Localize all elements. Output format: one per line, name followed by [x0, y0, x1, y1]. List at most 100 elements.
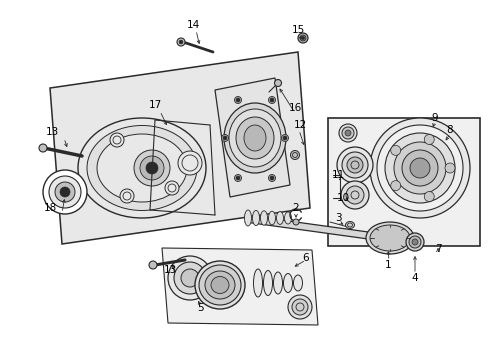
Circle shape — [299, 35, 305, 41]
Circle shape — [301, 36, 304, 40]
Text: 14: 14 — [186, 20, 199, 30]
Polygon shape — [162, 248, 317, 325]
Circle shape — [268, 175, 275, 181]
Circle shape — [269, 176, 273, 180]
Circle shape — [346, 186, 363, 204]
Circle shape — [234, 175, 241, 181]
Circle shape — [269, 98, 273, 102]
Circle shape — [390, 145, 400, 156]
Circle shape — [424, 135, 433, 144]
Circle shape — [405, 233, 423, 251]
Circle shape — [376, 125, 462, 211]
Text: 1: 1 — [384, 260, 390, 270]
Circle shape — [221, 135, 228, 141]
Circle shape — [55, 182, 75, 202]
Ellipse shape — [369, 225, 409, 251]
Circle shape — [281, 135, 288, 141]
Circle shape — [140, 156, 163, 180]
Text: 2: 2 — [292, 203, 299, 213]
Text: 17: 17 — [148, 100, 162, 110]
Circle shape — [174, 262, 205, 294]
Ellipse shape — [236, 117, 273, 159]
Circle shape — [384, 133, 454, 203]
Circle shape — [274, 80, 281, 86]
Circle shape — [120, 189, 134, 203]
Circle shape — [134, 150, 170, 186]
Circle shape — [390, 181, 400, 191]
Circle shape — [43, 170, 87, 214]
Text: 5: 5 — [196, 303, 203, 313]
Polygon shape — [244, 215, 389, 242]
Circle shape — [168, 256, 212, 300]
Circle shape — [424, 192, 433, 202]
Text: 16: 16 — [288, 103, 301, 113]
Text: 12: 12 — [293, 120, 306, 130]
Circle shape — [49, 176, 81, 208]
Circle shape — [409, 158, 429, 178]
Circle shape — [291, 299, 307, 315]
Circle shape — [340, 181, 368, 209]
Circle shape — [346, 157, 362, 173]
Ellipse shape — [224, 103, 285, 173]
Ellipse shape — [199, 265, 241, 305]
Circle shape — [236, 176, 240, 180]
Bar — [327, 118, 479, 246]
Circle shape — [287, 295, 311, 319]
Text: 11: 11 — [331, 170, 344, 180]
Text: 9: 9 — [431, 113, 437, 123]
Circle shape — [39, 144, 47, 152]
Text: 3: 3 — [334, 213, 341, 223]
Text: 7: 7 — [434, 244, 440, 254]
Ellipse shape — [273, 272, 282, 294]
Ellipse shape — [87, 126, 197, 211]
Text: 4: 4 — [411, 273, 417, 283]
Circle shape — [290, 150, 299, 159]
Circle shape — [236, 98, 240, 102]
Text: 8: 8 — [446, 125, 452, 135]
Circle shape — [297, 33, 307, 43]
Circle shape — [60, 187, 70, 197]
Circle shape — [146, 162, 158, 174]
Ellipse shape — [78, 118, 205, 218]
Ellipse shape — [260, 211, 267, 225]
Circle shape — [393, 142, 445, 194]
Text: 15: 15 — [291, 25, 304, 35]
Text: 18: 18 — [43, 203, 57, 213]
Ellipse shape — [345, 221, 354, 229]
Circle shape — [234, 96, 241, 104]
Circle shape — [181, 269, 199, 287]
Circle shape — [408, 236, 420, 248]
Circle shape — [110, 133, 124, 147]
Polygon shape — [215, 78, 289, 197]
Circle shape — [341, 127, 353, 139]
Circle shape — [341, 152, 367, 178]
Circle shape — [283, 136, 286, 140]
Circle shape — [401, 150, 437, 186]
Text: 13: 13 — [45, 127, 59, 137]
Circle shape — [292, 219, 298, 225]
Ellipse shape — [97, 134, 186, 202]
Ellipse shape — [204, 271, 235, 299]
Circle shape — [177, 38, 184, 46]
Polygon shape — [50, 52, 309, 244]
Circle shape — [411, 239, 417, 245]
Text: 10: 10 — [336, 193, 349, 203]
Ellipse shape — [268, 211, 275, 225]
Ellipse shape — [293, 275, 302, 291]
Ellipse shape — [263, 270, 272, 296]
Circle shape — [369, 118, 469, 218]
Circle shape — [336, 147, 372, 183]
Circle shape — [179, 40, 183, 44]
Ellipse shape — [195, 261, 244, 309]
Ellipse shape — [210, 276, 228, 293]
Circle shape — [149, 261, 157, 269]
Ellipse shape — [244, 210, 251, 226]
Ellipse shape — [253, 269, 262, 297]
Ellipse shape — [228, 109, 281, 167]
Ellipse shape — [283, 274, 292, 292]
Ellipse shape — [284, 212, 291, 224]
Circle shape — [345, 130, 350, 136]
Text: 13: 13 — [163, 265, 176, 275]
Ellipse shape — [365, 222, 413, 254]
Circle shape — [223, 136, 226, 140]
